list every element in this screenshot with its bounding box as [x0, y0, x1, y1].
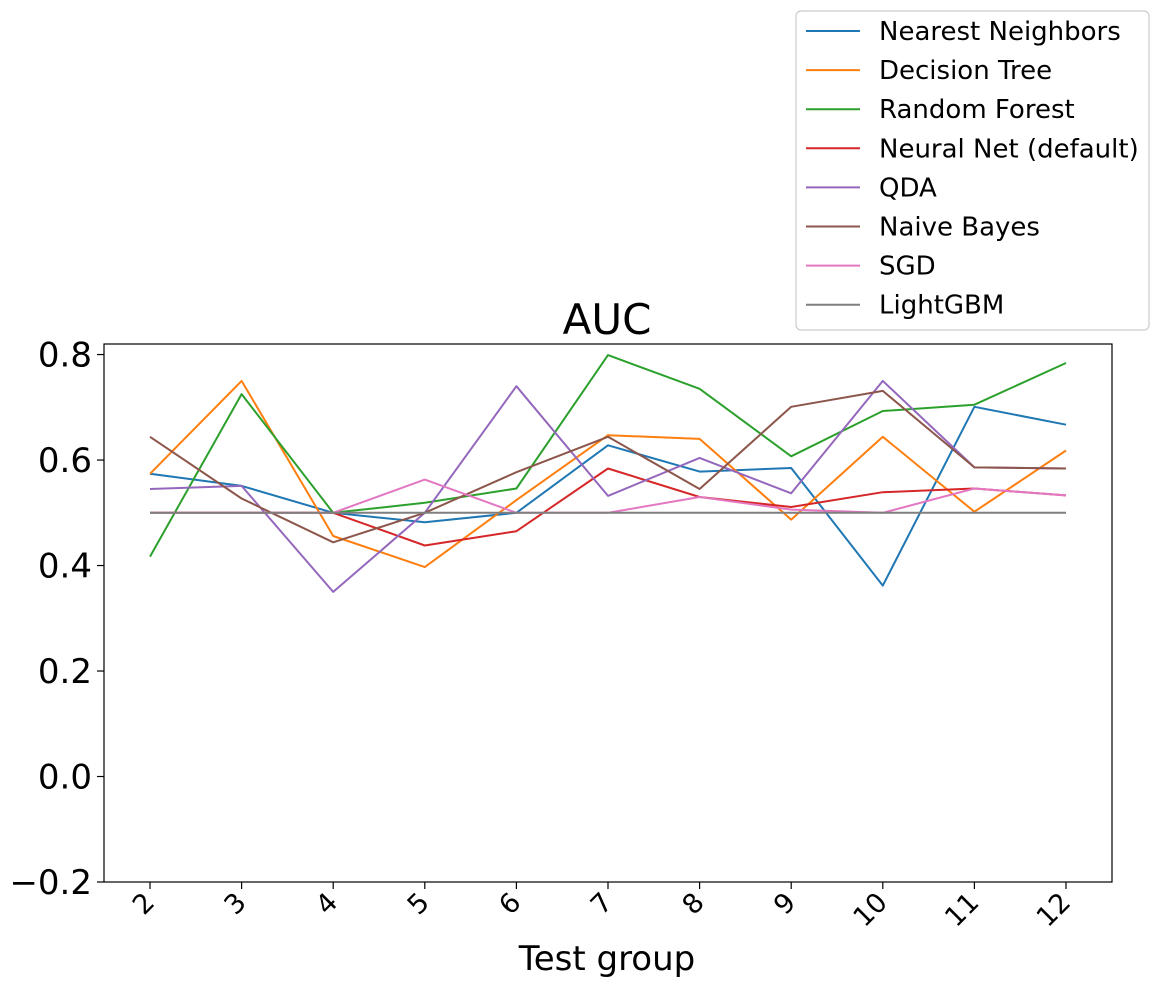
x-tick-label: 10 — [848, 887, 894, 933]
x-tick-label: 8 — [676, 887, 710, 921]
legend-entry: Naive Bayes — [879, 213, 1040, 243]
series-line-6 — [149, 389, 1067, 544]
y-tick-label: 0.0 — [38, 758, 92, 798]
legend-entry: Nearest Neighbors — [879, 17, 1121, 47]
legend-entry: QDA — [879, 173, 937, 203]
y-tick-label: 0.6 — [38, 441, 92, 481]
y-tick-label: 0.2 — [38, 652, 92, 692]
x-axis-label: Test group — [518, 939, 696, 979]
x-tick-label: 12 — [1031, 887, 1077, 933]
series-line-4 — [150, 467, 1067, 547]
series-layer — [149, 354, 1067, 593]
series-line-5 — [149, 379, 1067, 593]
x-tick-label: 4 — [310, 887, 344, 921]
legend-entry: SGD — [879, 252, 936, 282]
legend: Nearest Neighbors Decision Tree Random For… — [795, 10, 1150, 331]
series-line-2 — [149, 379, 1067, 569]
legend-entry: Neural Net (default) — [879, 134, 1139, 164]
x-tick-label: 6 — [493, 887, 527, 921]
x-tick-label: 3 — [218, 887, 252, 921]
x-tick-label: 7 — [585, 887, 619, 921]
legend-box — [795, 10, 1150, 331]
plot-frame — [103, 343, 1113, 883]
series-line-1 — [149, 405, 1067, 587]
legend-entry: Decision Tree — [879, 56, 1052, 86]
legend-entry: Random Forest — [879, 95, 1075, 125]
x-tick-label: 2 — [127, 887, 161, 921]
y-tick-label: 0.4 — [38, 547, 92, 587]
x-axis: 2 3 4 5 6 7 8 9 10 11 12 — [127, 882, 1077, 933]
legend-entry: LightGBM — [879, 291, 1004, 321]
y-axis: −0.2 0.0 0.2 0.4 0.6 0.8 — [9, 336, 104, 903]
y-tick-label: 0.8 — [38, 336, 92, 376]
y-tick-label: −0.2 — [9, 863, 92, 903]
series-line-3 — [149, 354, 1067, 558]
x-tick-label: 9 — [768, 887, 802, 921]
x-tick-label: 5 — [402, 887, 436, 921]
x-tick-label: 11 — [939, 887, 985, 933]
chart-title: AUC — [563, 295, 652, 344]
